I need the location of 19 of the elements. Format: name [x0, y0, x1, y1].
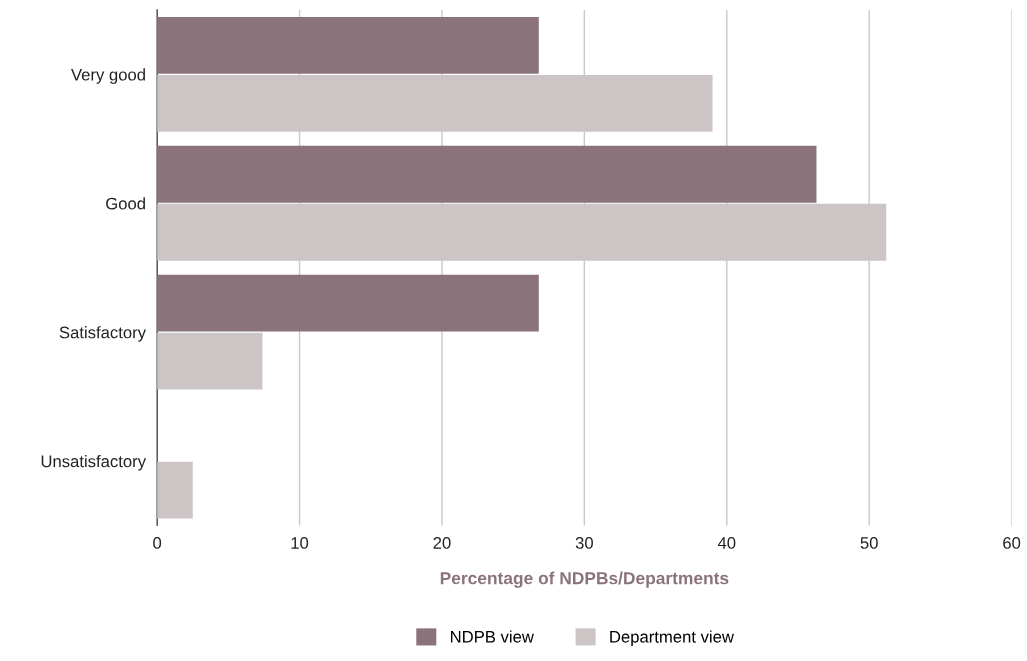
y-tick-label: Good — [106, 197, 145, 210]
x-tick-label: 20 — [433, 537, 451, 549]
x-tick-label: 10 — [291, 537, 309, 549]
bar — [157, 274, 539, 332]
bar — [157, 145, 817, 203]
bar — [157, 332, 263, 390]
x-tick-label: 60 — [1003, 537, 1021, 549]
x-tick-label: 40 — [717, 537, 736, 549]
y-tick-label: Satisfactory — [59, 326, 146, 342]
bar — [157, 16, 539, 74]
bar — [157, 461, 193, 519]
x-axis-title: Percentage of NDPBs/Departments — [440, 571, 729, 588]
legend-label: NDPB view — [450, 630, 534, 643]
x-tick-label: 50 — [860, 537, 878, 549]
x-tick-label: 30 — [575, 537, 593, 549]
y-tick-label: Very good — [71, 68, 145, 84]
legend-label: Department view — [610, 630, 734, 646]
y-tick-label: Unsatisfactory — [41, 455, 146, 471]
x-tick-label: 0 — [153, 537, 162, 549]
